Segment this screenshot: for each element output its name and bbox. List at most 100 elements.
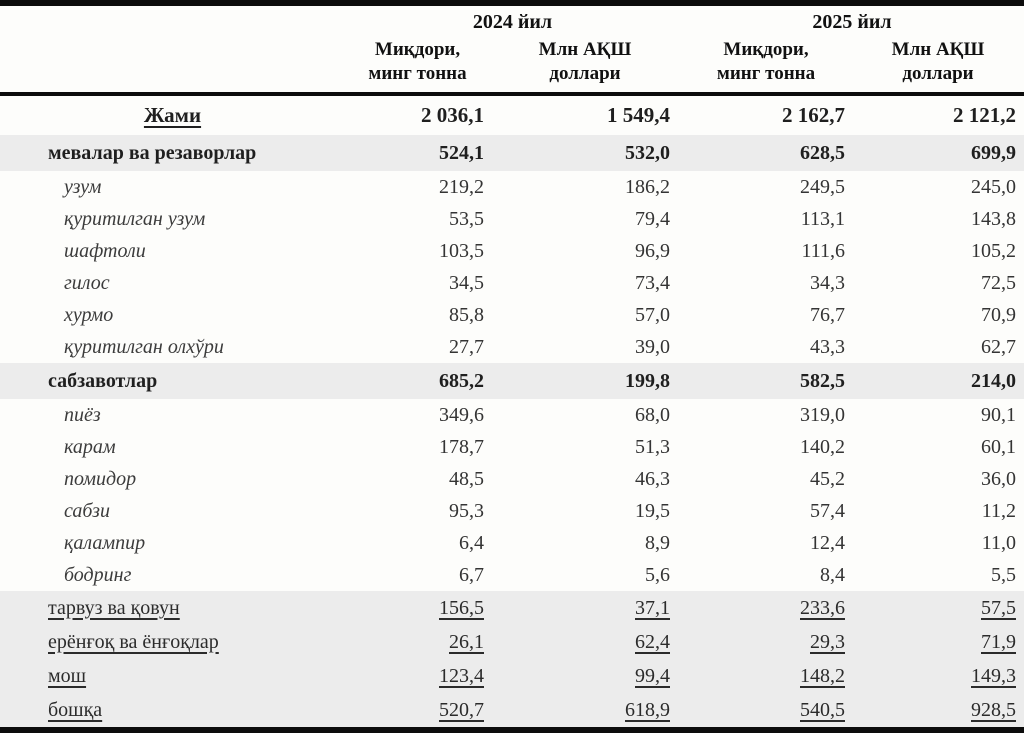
year-header-2025: 2025 йил xyxy=(812,10,892,33)
measure-header-row: Миқдори, минг тонна Млн АҚШ доллари Миқд… xyxy=(0,36,1024,94)
row-value: 34,3 xyxy=(810,271,845,294)
row-value: 319,0 xyxy=(800,403,845,426)
table-header: 2024 йил 2025 йил Миқдори, минг тонна Мл… xyxy=(0,3,1024,94)
table-row: гилос 34,5 73,4 34,3 72,5 xyxy=(0,267,1024,299)
row-label: сабзавотлар xyxy=(48,369,158,392)
row-value: 71,9 xyxy=(981,630,1016,653)
table-body: Жами 2 036,1 1 549,4 2 162,7 2 121,2 мевалар … xyxy=(0,94,1024,731)
row-value: 51,3 xyxy=(635,435,670,458)
row-label: помидор xyxy=(64,467,137,490)
table-row: тарвуз ва қовун 156,5 37,1 233,6 57,5 xyxy=(0,591,1024,625)
table-row: бошқа 520,7 618,9 540,5 928,5 xyxy=(0,693,1024,731)
row-value: 5,6 xyxy=(645,563,670,586)
row-value: 148,2 xyxy=(800,664,845,687)
row-value: 113,1 xyxy=(800,207,845,230)
row-value: 85,8 xyxy=(449,303,484,326)
row-value: 123,4 xyxy=(439,664,484,687)
col-header-line1: Млн АҚШ xyxy=(891,39,985,60)
row-label: пиёз xyxy=(64,403,101,426)
col-header-line1: Млн АҚШ xyxy=(538,39,632,60)
row-value: 2 121,2 xyxy=(953,103,1016,127)
corner-cell xyxy=(0,3,345,36)
col-header-usd-2024: Млн АҚШ доллари xyxy=(490,36,680,94)
row-value: 685,2 xyxy=(439,369,484,392)
row-value: 186,2 xyxy=(625,175,670,198)
row-value: 46,3 xyxy=(635,467,670,490)
row-label: хурмо xyxy=(64,303,114,326)
row-value: 37,1 xyxy=(635,596,670,619)
row-value: 12,4 xyxy=(810,531,845,554)
row-value: 1 549,4 xyxy=(607,103,670,127)
row-label: Жами xyxy=(143,103,202,127)
row-value: 36,0 xyxy=(981,467,1016,490)
col-header-line2: минг тонна xyxy=(368,63,467,84)
row-value: 111,6 xyxy=(801,239,845,262)
table-row: мевалар ва резаворлар 524,1 532,0 628,5 699,… xyxy=(0,135,1024,171)
row-value: 48,5 xyxy=(449,467,484,490)
row-value: 90,1 xyxy=(981,403,1016,426)
row-value: 62,4 xyxy=(635,630,670,653)
row-value: 532,0 xyxy=(625,141,670,164)
row-value: 60,1 xyxy=(981,435,1016,458)
row-label: сабзи xyxy=(64,499,110,522)
row-value: 582,5 xyxy=(800,369,845,392)
table-row: сабзи 95,3 19,5 57,4 11,2 xyxy=(0,495,1024,527)
row-value: 219,2 xyxy=(439,175,484,198)
row-value: 76,7 xyxy=(810,303,845,326)
row-label: бодринг xyxy=(64,563,132,586)
col-header-line1: Миқдори, xyxy=(723,39,809,60)
table-row: ерёнғоқ ва ёнғоқлар 26,1 62,4 29,3 71,9 xyxy=(0,625,1024,659)
row-value: 233,6 xyxy=(800,596,845,619)
row-value: 53,5 xyxy=(449,207,484,230)
row-value: 79,4 xyxy=(635,207,670,230)
col-header-qty-2025: Миқдори, минг тонна xyxy=(680,36,852,94)
row-value: 39,0 xyxy=(635,335,670,358)
row-label: тарвуз ва қовун xyxy=(48,596,180,619)
row-value: 57,0 xyxy=(635,303,670,326)
col-header-line2: доллари xyxy=(902,63,974,84)
row-value: 699,9 xyxy=(971,141,1016,164)
row-value: 62,7 xyxy=(981,335,1016,358)
corner-cell-2 xyxy=(0,36,345,94)
table-row: помидор 48,5 46,3 45,2 36,0 xyxy=(0,463,1024,495)
row-value: 11,2 xyxy=(981,499,1016,522)
row-value: 143,8 xyxy=(971,207,1016,230)
row-value: 2 162,7 xyxy=(782,103,845,127)
row-value: 103,5 xyxy=(439,239,484,262)
row-value: 540,5 xyxy=(800,698,845,721)
row-value: 6,4 xyxy=(459,531,484,554)
row-label: мош xyxy=(48,664,87,687)
table-row: шафтоли 103,5 96,9 111,6 105,2 xyxy=(0,235,1024,267)
row-value: 57,5 xyxy=(981,596,1016,619)
table-row: сабзавотлар 685,2 199,8 582,5 214,0 xyxy=(0,363,1024,399)
table-row: мош 123,4 99,4 148,2 149,3 xyxy=(0,659,1024,693)
row-value: 57,4 xyxy=(810,499,845,522)
col-header-qty-2024: Миқдори, минг тонна xyxy=(345,36,490,94)
table-row: хурмо 85,8 57,0 76,7 70,9 xyxy=(0,299,1024,331)
row-value: 199,8 xyxy=(625,369,670,392)
table-row: пиёз 349,6 68,0 319,0 90,1 xyxy=(0,399,1024,431)
table-row: қуритилган олхўри 27,7 39,0 43,3 62,7 xyxy=(0,331,1024,363)
row-value: 99,4 xyxy=(635,664,670,687)
row-value: 618,9 xyxy=(625,698,670,721)
col-header-line2: доллари xyxy=(549,63,621,84)
row-value: 29,3 xyxy=(810,630,845,653)
row-value: 26,1 xyxy=(449,630,484,653)
row-value: 249,5 xyxy=(800,175,845,198)
row-label: бошқа xyxy=(48,698,103,721)
row-label: қуритилган олхўри xyxy=(64,335,224,358)
row-value: 928,5 xyxy=(971,698,1016,721)
row-label: ерёнғоқ ва ёнғоқлар xyxy=(48,630,219,653)
row-value: 628,5 xyxy=(800,141,845,164)
row-value: 140,2 xyxy=(800,435,845,458)
row-value: 349,6 xyxy=(439,403,484,426)
row-value: 8,4 xyxy=(820,563,845,586)
row-value: 8,9 xyxy=(645,531,670,554)
row-value: 96,9 xyxy=(635,239,670,262)
row-value: 214,0 xyxy=(971,369,1016,392)
row-value: 68,0 xyxy=(635,403,670,426)
row-label: қалампир xyxy=(64,531,146,554)
row-value: 19,5 xyxy=(635,499,670,522)
